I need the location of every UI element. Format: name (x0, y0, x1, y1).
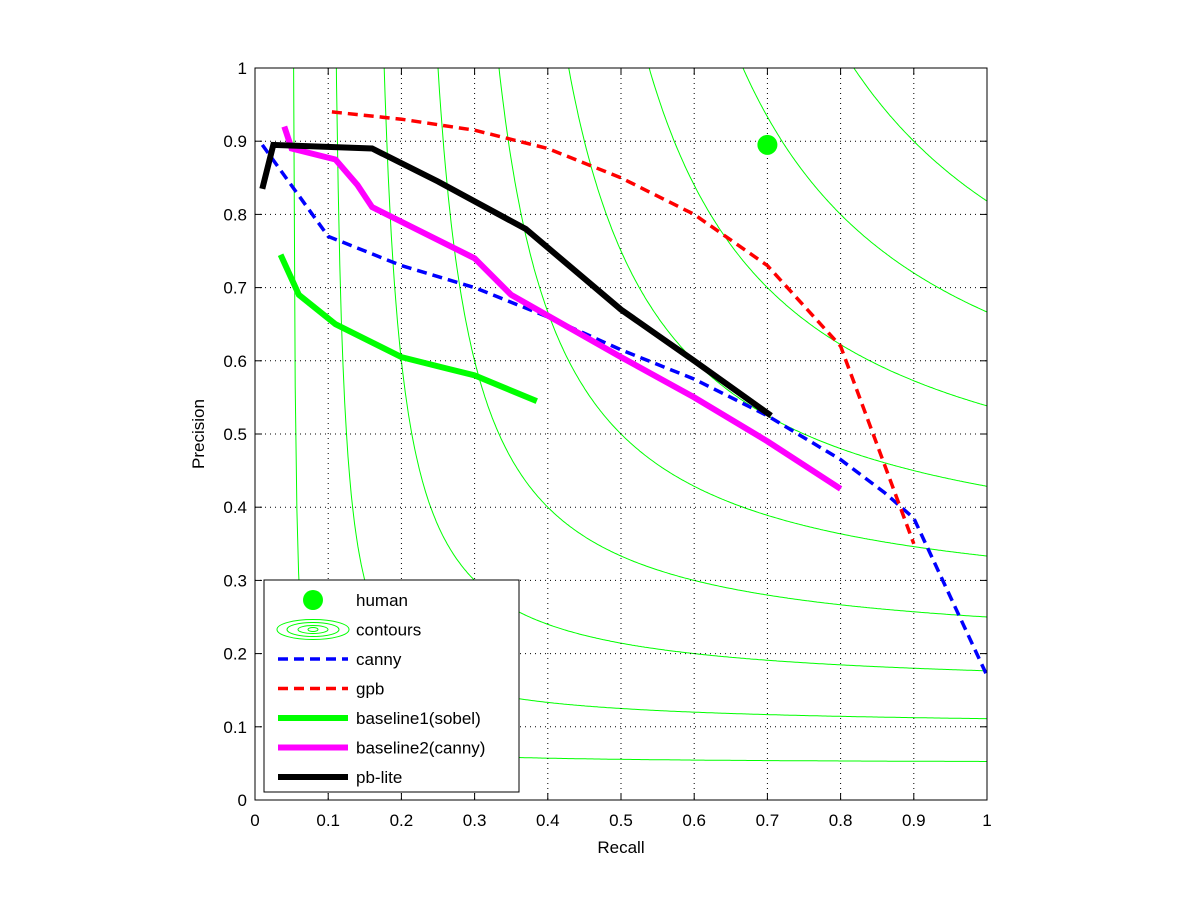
x-tick-label: 0.9 (902, 811, 926, 830)
series-line-baseline1sobel (277, 253, 538, 404)
contour-f-0.7 (648, 68, 987, 407)
x-tick-label: 0.3 (463, 811, 487, 830)
x-tick-label: 0.5 (609, 811, 633, 830)
contour-f-0.5 (498, 68, 987, 557)
series-line-canny (260, 143, 989, 677)
series-line-pb-lite (259, 141, 773, 419)
contour-f-0.9 (853, 68, 987, 202)
y-tick-label: 0.6 (223, 352, 247, 371)
legend-label: canny (356, 650, 402, 669)
plot-frame (254, 67, 988, 801)
legend-label: gpb (356, 680, 384, 699)
legend-swatch-contours (307, 627, 319, 632)
series-layer (259, 110, 989, 677)
y-tick-label: 0.7 (223, 279, 247, 298)
x-axis-label: Recall (597, 838, 644, 857)
legend-label: pb-lite (356, 768, 402, 787)
legend-label: baseline2(canny) (356, 739, 485, 758)
tick-labels: 0 0.1 0.2 0.3 0.4 0.5 0.6 0.7 0.8 0.9 1 0 0.1 0.2 0.3 0… (223, 59, 991, 830)
y-tick-label: 0.4 (223, 498, 247, 517)
legend-label: human (356, 591, 408, 610)
contour-f-0.8 (742, 68, 987, 313)
x-tick-label: 0.4 (536, 811, 560, 830)
y-tick-label: 0.8 (223, 205, 247, 224)
x-tick-label: 0 (250, 811, 259, 830)
contour-f-0.4 (437, 68, 987, 618)
x-tick-label: 0.2 (390, 811, 414, 830)
y-tick-label: 0.9 (223, 132, 247, 151)
y-axis-label: Precision (189, 399, 208, 469)
legend-swatch-human (303, 590, 323, 610)
series-human-point (757, 134, 778, 155)
x-tick-label: 0.6 (682, 811, 706, 830)
y-tick-label: 0.2 (223, 645, 247, 664)
x-tick-label: 0.8 (829, 811, 853, 830)
x-tick-label: 1 (982, 811, 991, 830)
contour-f-0.6 (568, 68, 987, 487)
y-tick-label: 1 (238, 59, 247, 78)
legend-box (263, 579, 520, 793)
y-tick-label: 0 (238, 791, 247, 810)
legend-swatch-contours (276, 619, 350, 640)
y-tick-label: 0.3 (223, 571, 247, 590)
legend-label: contours (356, 621, 421, 640)
legend-swatch-contours (297, 625, 329, 634)
legend-label: baseline1(sobel) (356, 709, 481, 728)
x-tick-label: 0.1 (316, 811, 340, 830)
legend: human contours canny gpb baseline1(sobel) bas… (263, 579, 520, 793)
x-tick-label: 0.7 (756, 811, 780, 830)
y-tick-label: 0.1 (223, 718, 247, 737)
series-line-baseline2canny (281, 125, 843, 492)
y-tick-label: 0.5 (223, 425, 247, 444)
legend-swatch-contours (286, 622, 340, 637)
